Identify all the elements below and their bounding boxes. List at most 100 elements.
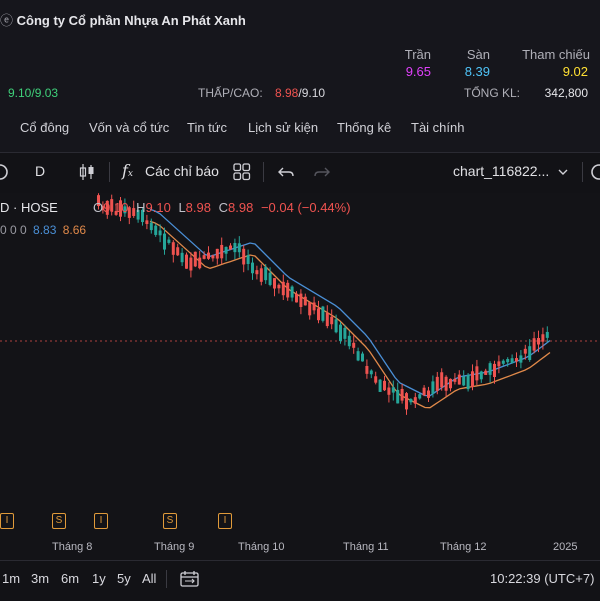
candle-body	[105, 200, 109, 215]
candle-body	[369, 370, 373, 375]
candlestick-icon[interactable]	[78, 162, 96, 182]
indicators-button[interactable]: Các chỉ báo	[145, 163, 219, 179]
candle-body	[325, 312, 329, 327]
chart-area[interactable]	[0, 193, 600, 560]
ceiling-value: 9.65	[405, 64, 431, 79]
symbol-label[interactable]: D · HOSE	[0, 200, 58, 215]
event-marker-info[interactable]: I	[218, 513, 232, 529]
event-marker-split[interactable]: S	[163, 513, 177, 529]
ohlc-legend: D · HOSE O9.10 H9.10 L8.98 C8.98 −0.04 (…	[0, 200, 351, 215]
candle-body	[277, 284, 281, 289]
x-tick-label: Tháng 9	[154, 541, 195, 553]
candle-body	[185, 254, 188, 269]
candle-body	[281, 281, 285, 296]
candle-body	[198, 257, 202, 269]
candle-body	[519, 355, 523, 363]
candle-body	[532, 338, 536, 351]
candle-body	[339, 324, 342, 342]
floor-value: 8.39	[464, 64, 490, 79]
stock-header	[0, 0, 600, 115]
candle-body	[233, 242, 237, 253]
company-prefix-icon: ⓔ	[0, 13, 14, 28]
settings-icon[interactable]	[590, 163, 600, 181]
candle-body	[453, 378, 457, 382]
candle-body	[189, 257, 193, 271]
h-label: H	[136, 200, 146, 215]
range-all[interactable]: All	[142, 571, 157, 586]
candle-body	[303, 296, 307, 306]
candle-body	[141, 209, 144, 223]
event-marker-info[interactable]: I	[94, 513, 108, 529]
range-6m[interactable]: 6m	[61, 571, 80, 586]
candle-body	[224, 246, 228, 254]
candle-body	[308, 302, 312, 316]
price-chart[interactable]	[0, 193, 600, 560]
redo-icon[interactable]	[314, 164, 330, 180]
candle-body	[110, 199, 114, 212]
layouts-icon[interactable]	[233, 163, 251, 181]
c-value: 8.98	[228, 200, 254, 215]
candle-body	[171, 242, 175, 255]
candle-body	[427, 390, 430, 398]
l-value: 8.98	[185, 200, 211, 215]
event-marker-split[interactable]: S	[52, 513, 66, 529]
candle-body	[537, 337, 540, 345]
candle-body	[457, 374, 461, 385]
undo-icon[interactable]	[278, 164, 294, 180]
clock-label[interactable]: 10:22:39 (UTC+7)	[490, 571, 595, 586]
chart-name-dropdown[interactable]: chart_116822...	[453, 163, 550, 179]
chart-toolbar	[0, 152, 600, 194]
tab-von-va-co-tuc[interactable]: Vốn và cổ tức	[89, 120, 170, 135]
candle-body	[132, 208, 136, 216]
range-5y[interactable]: 5y	[117, 571, 131, 586]
date-range-icon[interactable]	[180, 570, 200, 588]
x-tick-label: 2025	[553, 541, 578, 553]
candle-body	[501, 360, 505, 364]
candle-body	[220, 244, 224, 259]
candle-body	[400, 388, 404, 401]
candle-body	[361, 353, 364, 362]
candle-body	[347, 335, 351, 347]
high-value: /9.10	[298, 86, 326, 100]
candle-body	[259, 268, 263, 282]
candle-body	[290, 286, 294, 298]
candle-body	[317, 308, 320, 321]
candle-body	[158, 230, 162, 236]
x-tick-label: Tháng 8	[52, 541, 93, 553]
candle-body	[405, 393, 408, 410]
tab-tai-chinh[interactable]: Tài chính	[411, 120, 465, 135]
match-price: 9.10/9.03	[8, 86, 59, 100]
candle-body	[431, 381, 435, 394]
range-1y[interactable]: 1y	[92, 571, 106, 586]
tab-co-dong[interactable]: Cổ đông	[20, 120, 70, 135]
tab-thong-ke[interactable]: Thống kê	[337, 120, 392, 135]
candle-body	[229, 245, 232, 250]
candle-body	[356, 351, 360, 361]
candle-body	[523, 348, 527, 354]
candle-body	[493, 363, 496, 378]
chevron-down-icon[interactable]	[558, 167, 568, 177]
candle-body	[246, 255, 250, 264]
company-name: Công ty Cổ phần Nhựa An Phát Xanh	[16, 13, 246, 28]
symbol-search-icon[interactable]	[0, 163, 10, 181]
candle-body	[462, 376, 466, 386]
interval-button[interactable]: D	[35, 163, 46, 179]
candle-body	[528, 346, 532, 360]
candle-body	[545, 331, 549, 338]
range-1m[interactable]: 1m	[2, 571, 21, 586]
x-tick-label: Tháng 11	[343, 541, 389, 553]
candle-body	[97, 195, 100, 207]
fx-icon[interactable]: fx	[122, 161, 133, 180]
ma1-value: 8.83	[33, 223, 57, 237]
ref-label: Tham chiếu	[522, 47, 590, 62]
candle-body	[510, 358, 514, 363]
event-marker-info[interactable]: I	[0, 513, 14, 529]
o-value: 9.10	[103, 200, 129, 215]
candle-body	[237, 243, 241, 253]
candle-body	[202, 255, 206, 259]
candle-body	[413, 397, 417, 404]
tab-lich-su-kien[interactable]: Lịch sử kiện	[248, 120, 319, 135]
candle-body	[330, 316, 334, 325]
range-3m[interactable]: 3m	[31, 571, 50, 586]
tab-tin-tuc[interactable]: Tin tức	[187, 120, 228, 135]
